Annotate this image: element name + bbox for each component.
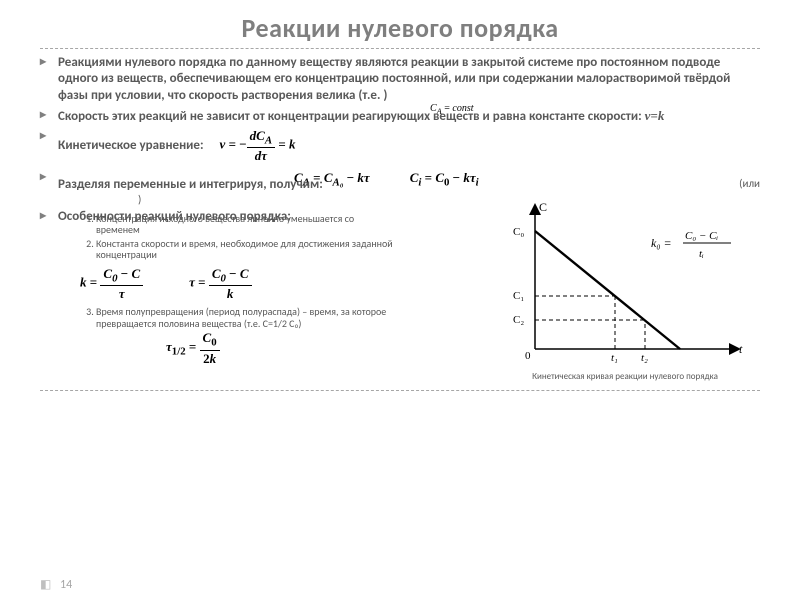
integrated-row: CA = CA₀ − kτ Ci = C0 − kτi Разделяя пер… <box>40 170 760 206</box>
lower-right-column: C t 0 C₀ C₁ t₁ C₂ t₂ k₀ = C₀ − Cᵢ <box>490 199 760 382</box>
bullet-5-text: Особенности реакций нулевого порядка: <box>58 209 291 224</box>
svg-text:C₀ − Cᵢ: C₀ − Cᵢ <box>685 230 718 242</box>
k-equation: k = C0 − Cτ <box>80 267 143 300</box>
bullet-4-close: ) <box>58 193 760 207</box>
svg-text:k₀ =: k₀ = <box>651 236 672 250</box>
svg-text:t₂: t₂ <box>641 352 648 364</box>
bullet-4-text: Разделяя переменные и интегрируя, получи… <box>58 177 323 193</box>
bullet-list: Реакциями нулевого порядка по данному ве… <box>40 55 760 225</box>
bullet-1: Реакциями нулевого порядка по данному ве… <box>40 55 760 104</box>
bullet-2-text: Скорость этих реакций не зависит от конц… <box>58 109 645 124</box>
bullet-4-trail: (или <box>739 177 760 193</box>
bullet-3: Кинетическое уравнение: v = −dCAdτ = k <box>40 129 760 162</box>
k-tau-equations: k = C0 − Cτ τ = C0 − Ck <box>80 267 480 300</box>
slide: Реакции нулевого порядка Реакциями нулев… <box>0 0 800 600</box>
bullet-3-label: Кинетическое уравнение: <box>58 138 204 154</box>
half-life-eq: τ1/2 = C02k <box>166 339 220 354</box>
bullet-2: Скорость этих реакций не зависит от конц… <box>40 108 760 125</box>
lower-area: Концентрация исходного вещества линейно … <box>40 229 760 382</box>
svg-text:t: t <box>739 342 743 356</box>
detail-3: Время полупревращения (период полураспад… <box>96 306 396 329</box>
tau-equation: τ = C0 − Ck <box>189 267 251 300</box>
svg-text:t₁: t₁ <box>611 352 618 364</box>
svg-text:C₁: C₁ <box>513 290 524 302</box>
int-eq-2: Ci = C0 − kτi <box>410 170 479 190</box>
page-title: Реакции нулевого порядка <box>40 12 760 44</box>
svg-text:0: 0 <box>525 350 531 362</box>
graph-caption: Кинетическая кривая реакции нулевого пор… <box>490 371 760 382</box>
detail-list-2: Время полупревращения (период полураспад… <box>40 306 480 329</box>
divider-top <box>40 48 760 49</box>
page-icon: ◧ <box>40 577 51 592</box>
bullet-2-eq: v=k <box>645 108 665 123</box>
divider-bottom <box>40 390 760 391</box>
bullet-1-text: Реакциями нулевого порядка по данному ве… <box>58 55 730 103</box>
detail-2: Константа скорости и время, необходимое … <box>96 238 396 261</box>
svg-text:C₀: C₀ <box>513 226 524 238</box>
half-life-eq-row: τ1/2 = C02k <box>110 331 480 364</box>
page-number: 14 <box>60 578 72 592</box>
svg-text:C₂: C₂ <box>513 314 524 326</box>
svg-text:tᵢ: tᵢ <box>699 248 704 260</box>
kinetic-eq: v = −dCAdτ = k <box>220 129 296 162</box>
lower-left-column: Концентрация исходного вещества линейно … <box>40 229 480 365</box>
